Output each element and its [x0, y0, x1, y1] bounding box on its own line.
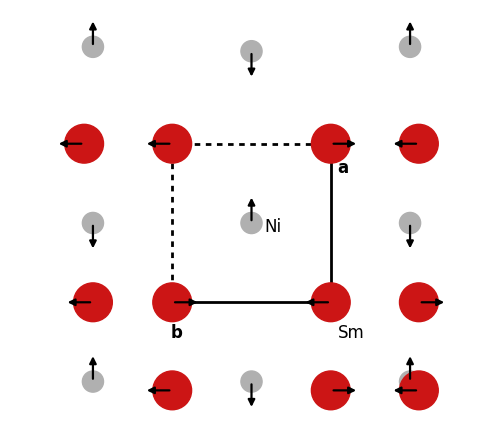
Text: a: a	[337, 159, 348, 177]
Circle shape	[399, 283, 438, 322]
Text: Ni: Ni	[265, 219, 282, 236]
Circle shape	[153, 283, 192, 322]
Circle shape	[65, 124, 104, 163]
Circle shape	[153, 124, 192, 163]
Text: b: b	[171, 324, 182, 342]
Circle shape	[82, 212, 104, 234]
Circle shape	[311, 371, 350, 410]
Circle shape	[399, 371, 421, 392]
Circle shape	[73, 283, 112, 322]
Circle shape	[82, 36, 104, 58]
Circle shape	[311, 283, 350, 322]
Circle shape	[399, 212, 421, 234]
Text: Sm: Sm	[338, 324, 365, 342]
Circle shape	[241, 212, 262, 234]
Circle shape	[399, 36, 421, 58]
Circle shape	[82, 371, 104, 392]
Circle shape	[241, 41, 262, 62]
Circle shape	[153, 371, 192, 410]
Circle shape	[399, 124, 438, 163]
Circle shape	[241, 371, 262, 392]
Circle shape	[311, 124, 350, 163]
Circle shape	[399, 371, 438, 410]
